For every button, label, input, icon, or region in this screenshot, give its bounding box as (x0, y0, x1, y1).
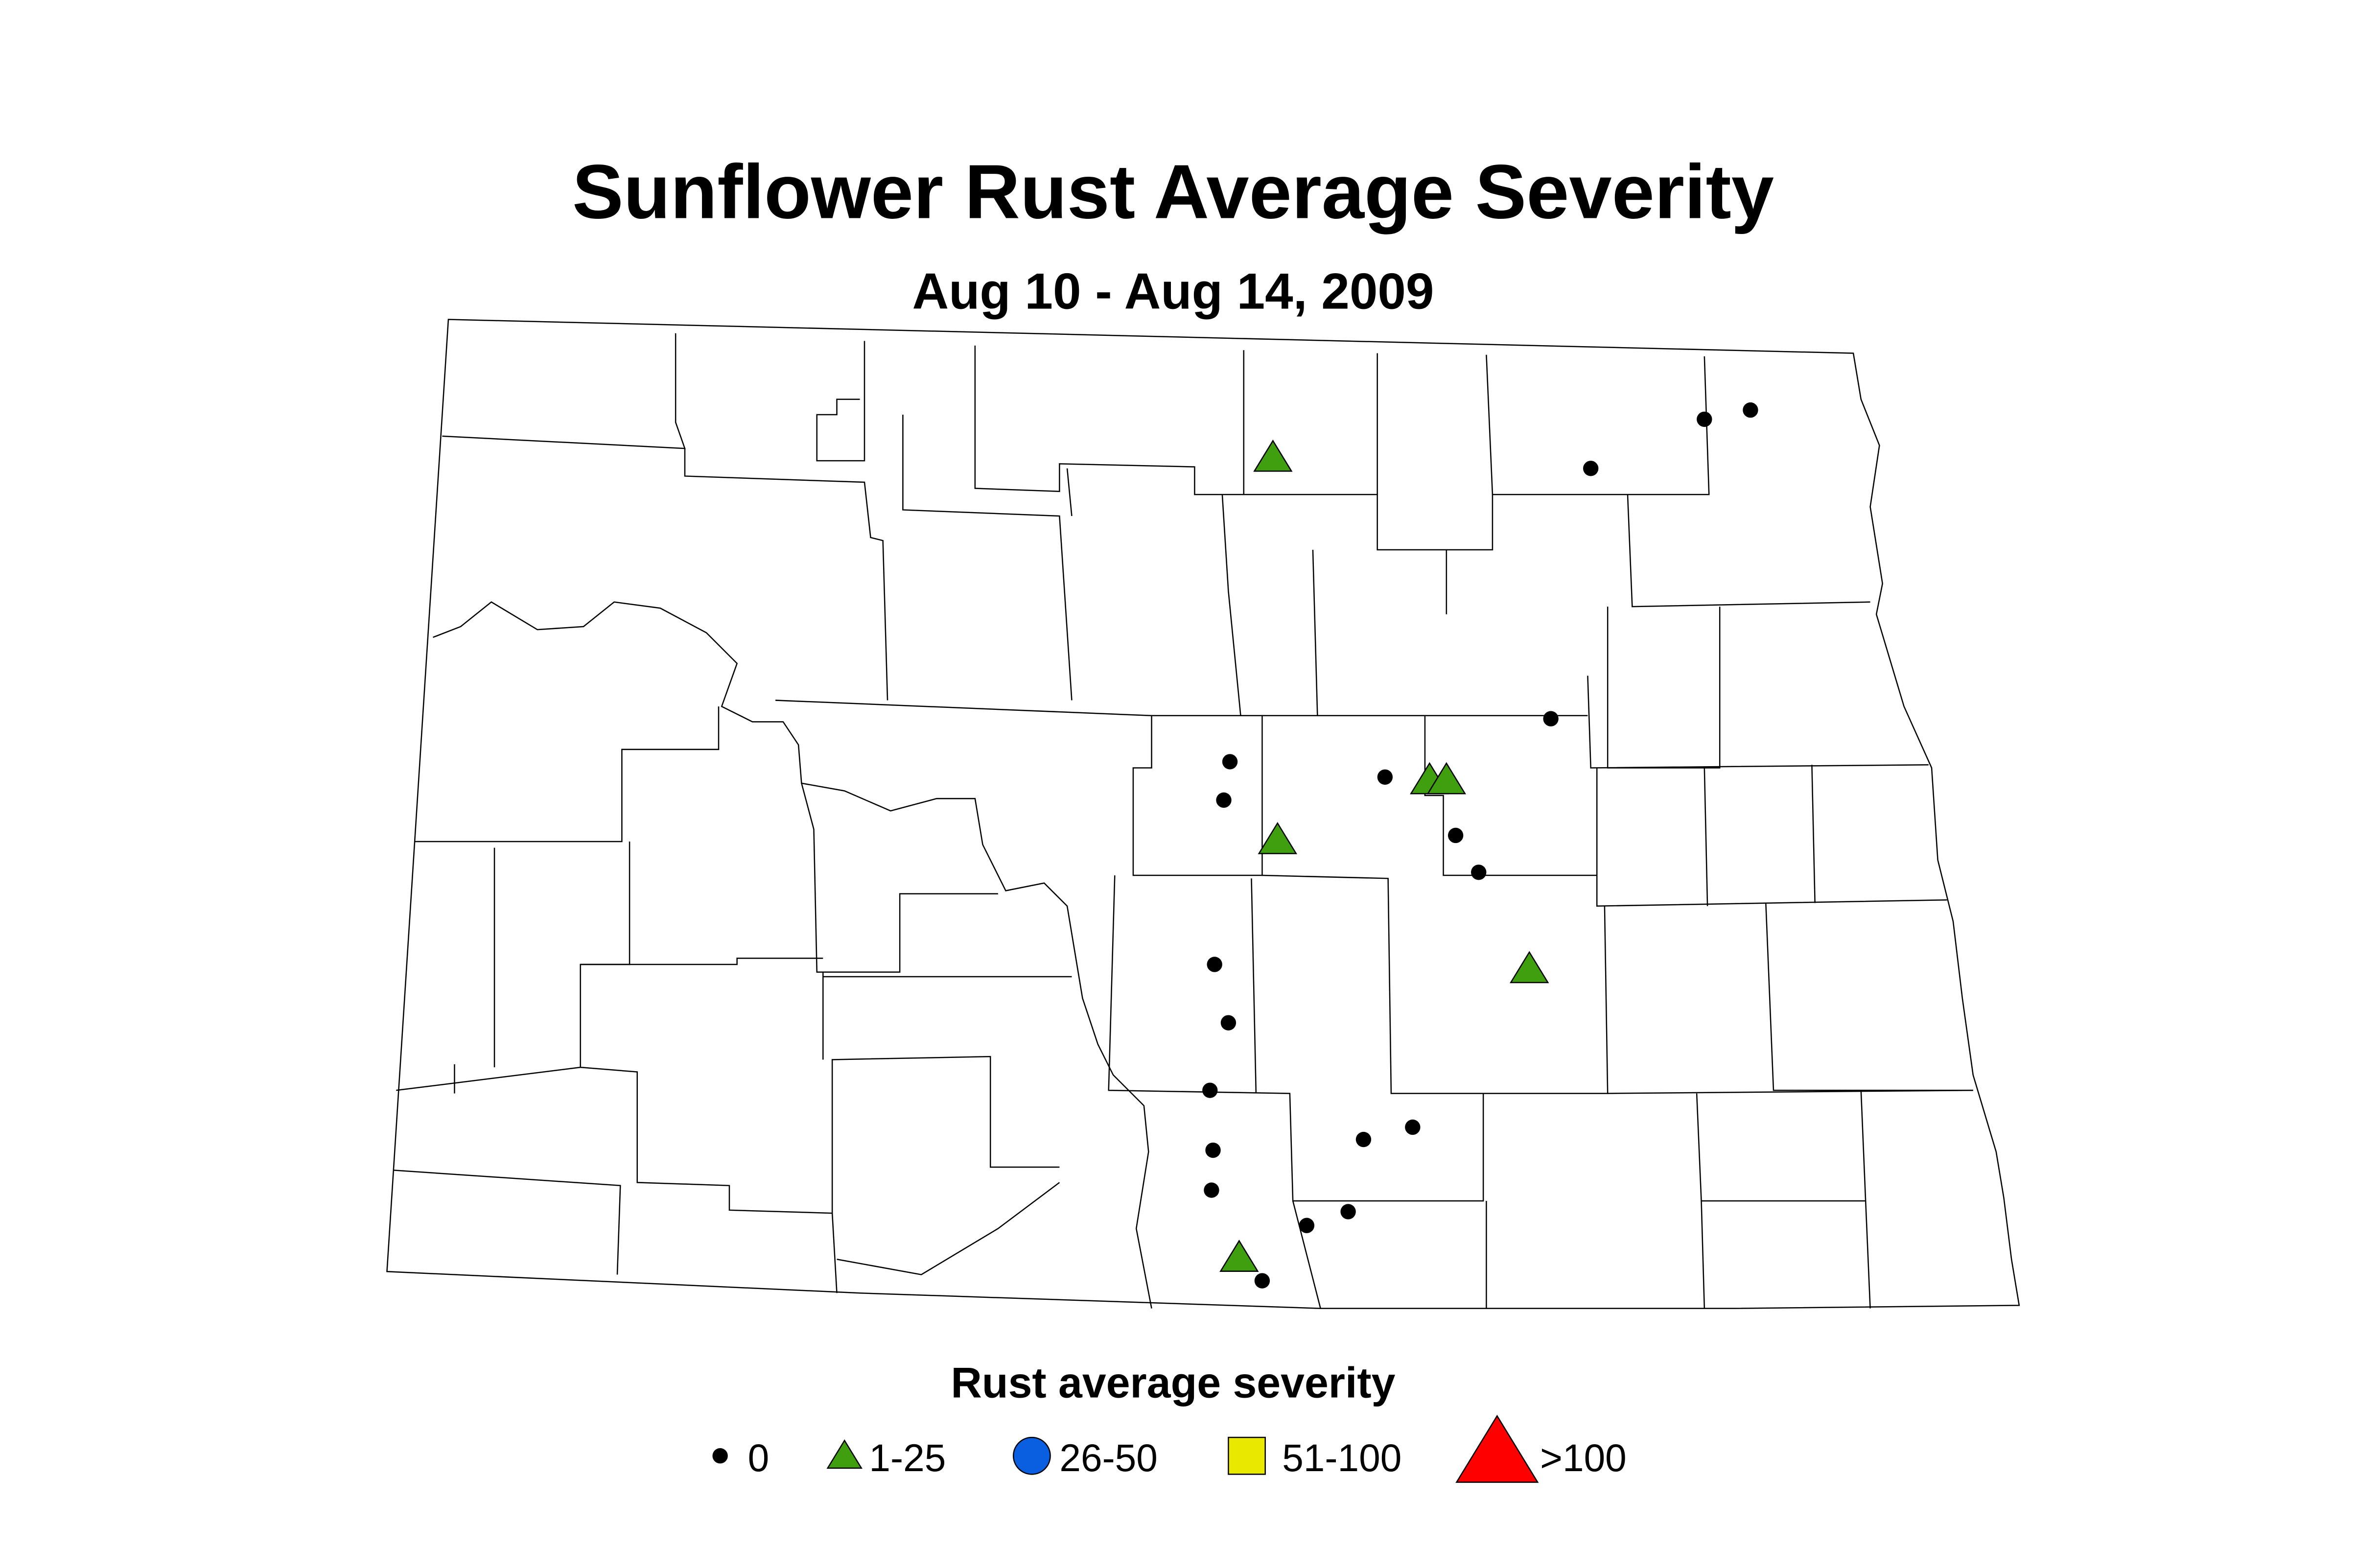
legend: 0 1-25 26-50 51-100 >100 (712, 1414, 1627, 1483)
legend-label: 51-100 (1282, 1436, 1401, 1479)
dot-marker (1205, 1142, 1221, 1158)
dot-marker (1340, 1204, 1356, 1220)
dot-marker (1471, 865, 1487, 880)
triangle-marker (1258, 821, 1297, 854)
triangle-marker (1510, 951, 1549, 984)
dot-marker (712, 1448, 728, 1464)
dot-marker (1220, 1015, 1237, 1031)
dot-marker (1254, 1273, 1270, 1289)
dot-marker (1405, 1119, 1421, 1135)
dot-marker (1204, 1182, 1219, 1198)
circle-marker (1013, 1436, 1051, 1475)
triangle-marker (1455, 1414, 1539, 1483)
triangle-marker (826, 1439, 863, 1469)
triangle-marker (1426, 762, 1467, 795)
dot-marker (1697, 411, 1712, 427)
triangle-marker (1219, 1240, 1259, 1272)
dot-marker (1743, 402, 1758, 418)
map-title: Sunflower Rust Average Severity (572, 149, 1774, 235)
legend-label: 26-50 (1059, 1436, 1158, 1479)
triangle-marker (1253, 439, 1293, 472)
survey-sites (1202, 402, 1758, 1289)
dot-marker (1202, 1082, 1218, 1098)
dot-marker (1222, 754, 1238, 770)
dot-marker (1216, 792, 1232, 808)
dot-marker (1447, 827, 1464, 844)
dot-marker (1377, 769, 1393, 785)
county-lines (393, 333, 1973, 1309)
legend-label: >100 (1540, 1436, 1627, 1479)
square-marker (1228, 1436, 1266, 1475)
map-subtitle: Aug 10 - Aug 14, 2009 (912, 263, 1434, 320)
state-map (386, 319, 2020, 1309)
dot-marker (1543, 711, 1559, 727)
dot-marker (1355, 1131, 1372, 1148)
dot-marker (1299, 1218, 1315, 1233)
legend-label: 0 (748, 1436, 770, 1479)
state-outline (386, 319, 2020, 1309)
dot-marker (1583, 461, 1599, 476)
legend-label: 1-25 (869, 1436, 946, 1479)
legend-title: Rust average severity (951, 1359, 1396, 1407)
dot-marker (1207, 957, 1222, 972)
